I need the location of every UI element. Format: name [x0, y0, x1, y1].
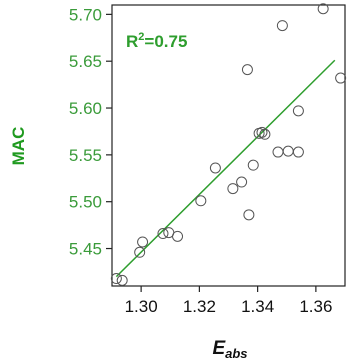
x-axis-title: Eabs: [212, 338, 247, 361]
r-squared-annotation: R2=0.75: [126, 31, 187, 51]
data-point: [243, 209, 255, 221]
data-point: [317, 3, 329, 15]
x-axis-title-main: E: [212, 338, 226, 359]
data-point: [137, 236, 149, 248]
data-point: [134, 246, 146, 258]
data-point: [110, 273, 122, 285]
data-points: [110, 3, 347, 286]
r-squared-annotation-main: R: [126, 32, 138, 51]
x-axis-title-subscript: abs: [225, 346, 247, 361]
data-point: [116, 274, 128, 286]
data-point: [227, 183, 239, 195]
y-tick-label: 5.70: [69, 5, 102, 24]
y-tick-label: 5.65: [69, 52, 102, 71]
x-tick-label: 1.36: [299, 297, 332, 316]
y-tick-label: 5.60: [69, 99, 102, 118]
data-point: [209, 162, 221, 174]
data-point: [195, 195, 207, 207]
x-tick-label: 1.32: [183, 297, 216, 316]
r-squared-annotation-value: =0.75: [144, 32, 187, 51]
y-axis-title: MAC: [9, 127, 28, 166]
data-point: [236, 176, 248, 188]
y-tick-label: 5.55: [69, 146, 102, 165]
y-tick-label: 5.45: [69, 240, 102, 259]
regression-fit-line: [115, 59, 336, 278]
data-point: [157, 228, 169, 240]
data-point: [276, 20, 288, 32]
x-tick-labels: 1.30 1.32 1.34 1.36: [125, 297, 333, 316]
data-point: [247, 159, 259, 171]
data-point: [292, 105, 304, 117]
y-tick-label: 5.50: [69, 193, 102, 212]
data-point: [241, 64, 253, 76]
data-point: [259, 128, 271, 140]
plot-area-frame: [111, 4, 346, 287]
x-tick-label: 1.30: [125, 297, 158, 316]
x-tick-label: 1.34: [241, 297, 274, 316]
r-squared-annotation-superscript: 2: [138, 31, 144, 43]
y-tick-labels: 5.45 5.50 5.55 5.60 5.65 5.70: [69, 5, 102, 258]
data-point: [272, 146, 284, 158]
data-point: [282, 145, 294, 157]
data-point: [172, 230, 184, 242]
data-point: [335, 72, 347, 84]
data-point: [256, 126, 268, 138]
data-point: [292, 146, 304, 158]
y-tick-marks: [106, 13, 112, 250]
x-tick-marks: [140, 286, 317, 292]
